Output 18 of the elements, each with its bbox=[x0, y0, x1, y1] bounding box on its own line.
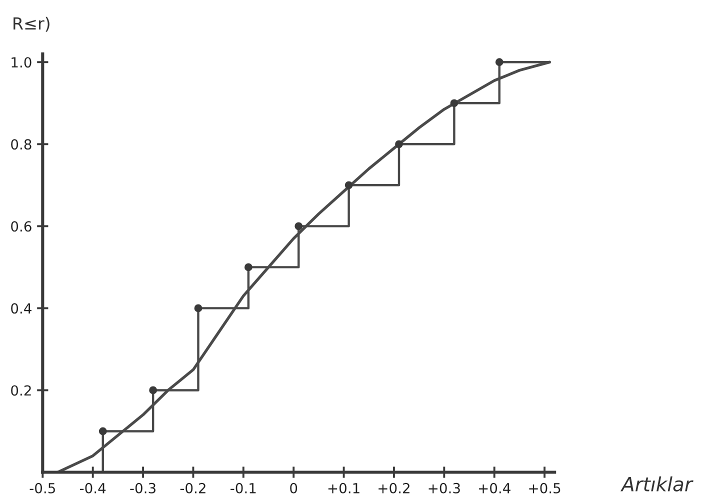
y-tick-label: 0.4 bbox=[11, 303, 32, 314]
x-tick-label: -0.2 bbox=[180, 482, 206, 494]
x-tick-label: +0.1 bbox=[328, 482, 360, 494]
x-tick-label: -0.4 bbox=[80, 482, 106, 494]
x-tick-label: -0.1 bbox=[230, 482, 256, 494]
x-tick-label: +0.3 bbox=[428, 482, 460, 494]
y-tick-label: 0.2 bbox=[11, 385, 31, 396]
y-tick-label: 0.8 bbox=[11, 139, 32, 150]
x-tick-label: +0.4 bbox=[478, 482, 510, 494]
x-tick-label: 0 bbox=[290, 482, 298, 494]
x-tick-label: -0.3 bbox=[130, 482, 156, 494]
y-tick-label: 0.6 bbox=[11, 221, 32, 232]
x-tick-label: +0.2 bbox=[378, 482, 410, 494]
x-tick-label: -0.5 bbox=[30, 482, 55, 494]
y-tick-label: 1.0 bbox=[12, 57, 32, 68]
x-tick-label: +0.5 bbox=[529, 482, 560, 494]
y-axis-title: R≤r) bbox=[14, 16, 50, 32]
x-axis-title: Artıklar bbox=[620, 476, 694, 492]
